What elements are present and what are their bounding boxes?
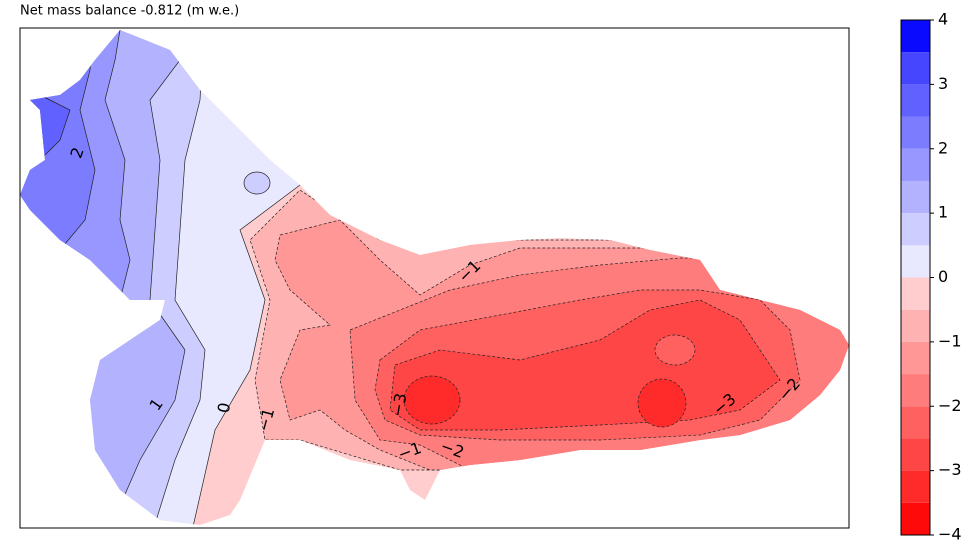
colorbar-band [901,84,930,117]
colorbar-band [901,116,930,149]
contour-label: 0 [214,401,234,414]
colorbar-band [901,148,930,181]
colorbar-band [901,470,930,503]
colorbar-band [901,20,930,53]
region [243,171,271,195]
region [654,334,696,366]
colorbar-tick-label: −4 [938,525,962,544]
region [403,375,461,425]
colorbar-band [901,309,930,342]
colorbar-band [901,213,930,246]
colorbar-tick-label: 4 [938,10,948,29]
colorbar-band [901,502,930,535]
axes-frame [19,27,850,529]
contour-label: −3 [388,392,411,419]
colorbar: −4 −3 −2 −1 0 1 2 3 4 [900,10,962,544]
colorbar-tick-label: −1 [938,331,962,350]
region [637,378,687,428]
colorbar-tick-label: 0 [938,267,948,286]
colorbar-band [901,438,930,471]
colorbar-band [901,52,930,85]
chart-title: Net mass balance -0.812 (m w.e.) [20,4,239,19]
colorbar-band [901,277,930,310]
colorbar-band [901,406,930,439]
colorbar-band [901,180,930,214]
colorbar-tick-label: 2 [938,138,948,157]
colorbar-band [901,341,930,375]
colorbar-tick-label: 3 [938,74,948,93]
colorbar-tick-label: 1 [938,203,948,222]
colorbar-tick-label: −3 [938,460,962,479]
contour-map [20,30,849,525]
colorbar-tick-label: −2 [938,396,962,415]
colorbar-band [901,245,930,278]
colorbar-band [901,374,930,407]
